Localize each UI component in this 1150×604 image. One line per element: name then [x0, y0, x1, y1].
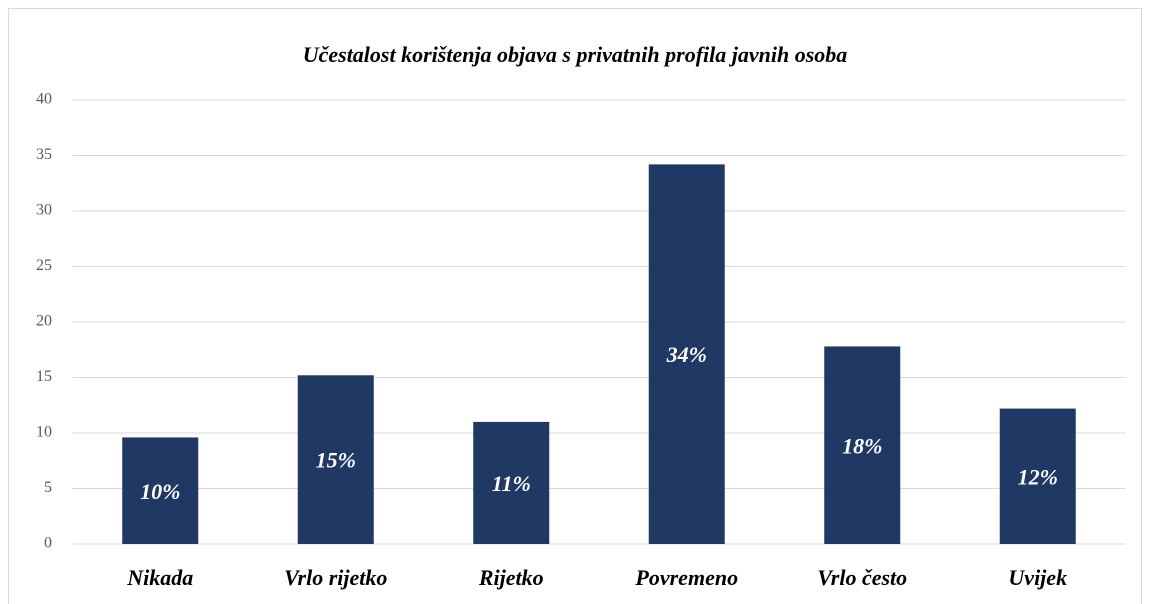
x-tick-label: Uvijek — [1008, 565, 1067, 590]
value-label: 15% — [316, 448, 356, 473]
x-tick-label: Vrlo rijetko — [284, 565, 387, 590]
x-tick-label: Povremeno — [634, 565, 738, 590]
y-tick-label: 0 — [44, 535, 52, 552]
y-tick-label: 25 — [36, 257, 52, 274]
value-label: 11% — [492, 471, 531, 496]
y-tick-label: 35 — [36, 146, 52, 163]
y-tick-label: 15 — [36, 368, 52, 385]
bar — [824, 346, 901, 544]
x-tick-label: Vrlo često — [817, 565, 907, 590]
x-tick-label: Rijetko — [478, 565, 544, 590]
bar — [999, 408, 1076, 544]
y-tick-label: 10 — [36, 424, 52, 441]
y-tick-label: 20 — [36, 313, 52, 330]
value-label: 10% — [140, 479, 180, 504]
bar — [648, 164, 725, 544]
bar — [122, 437, 199, 544]
x-tick-label: Nikada — [126, 565, 193, 590]
chart-title: Učestalost korištenja objava s privatnih… — [303, 42, 848, 67]
bar — [473, 421, 550, 544]
value-label: 12% — [1018, 464, 1058, 489]
y-tick-label: 5 — [44, 479, 52, 496]
y-tick-label: 40 — [36, 91, 52, 108]
value-label: 18% — [842, 433, 882, 458]
bar — [297, 375, 374, 544]
value-label: 34% — [666, 342, 707, 367]
y-tick-label: 30 — [36, 202, 52, 219]
